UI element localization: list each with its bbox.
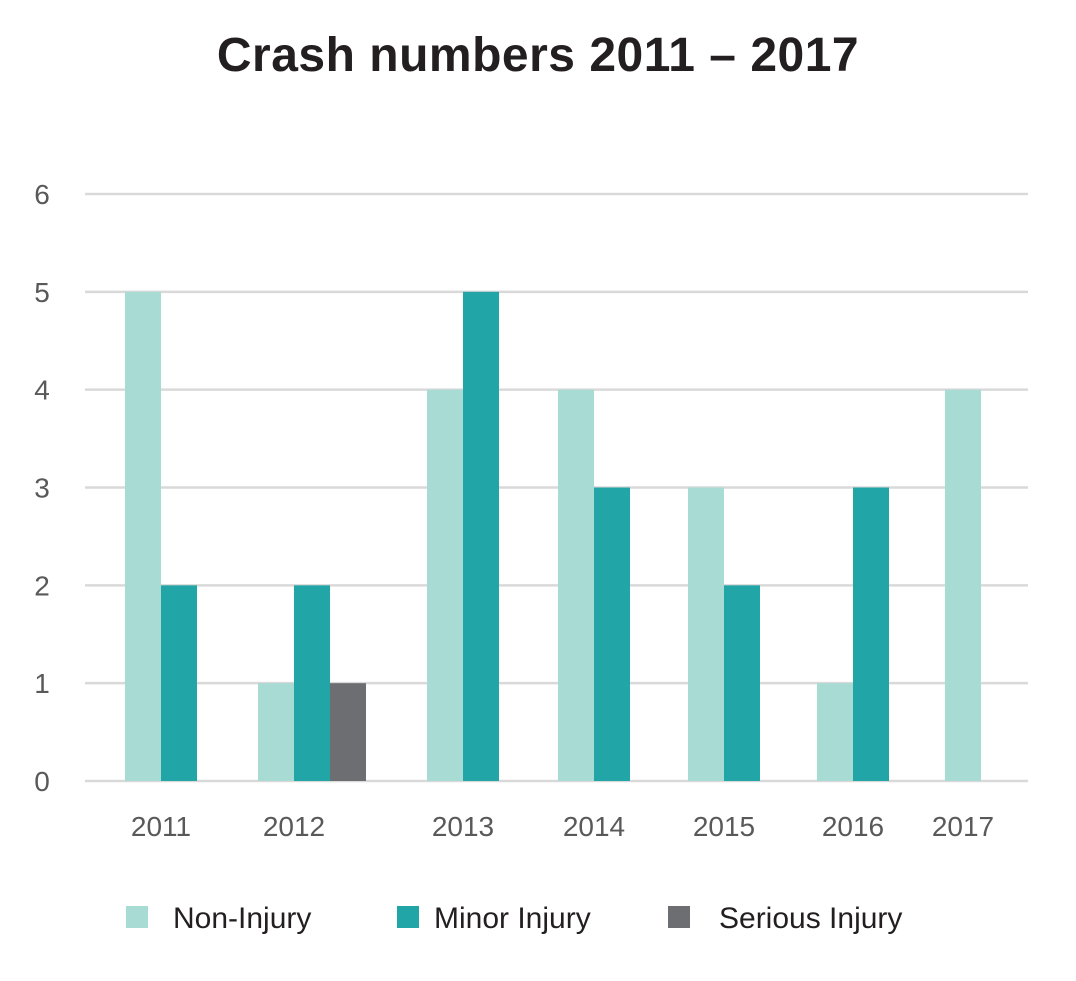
x-axis-ticks: 2011 2012 2013 2014 2015 2016 2017 — [131, 811, 994, 842]
legend-swatch — [668, 906, 690, 928]
legend-label: Minor Injury — [434, 902, 591, 935]
bar-minor-injury-2016 — [853, 487, 889, 781]
y-tick-label: 3 — [34, 473, 50, 504]
x-tick-label: 2014 — [563, 811, 625, 842]
y-tick-label: 0 — [34, 766, 50, 797]
gridlines — [85, 192, 1028, 783]
bar-minor-injury-2014 — [594, 487, 630, 781]
x-tick-label: 2015 — [693, 811, 755, 842]
bar-minor-injury-2012 — [294, 585, 330, 781]
x-tick-label: 2016 — [822, 811, 884, 842]
legend-label: Serious Injury — [719, 902, 902, 935]
bar-non-injury-2013 — [427, 389, 463, 781]
bar-minor-injury-2013 — [463, 291, 499, 781]
bar-non-injury-2015 — [688, 487, 724, 781]
bar-serious-injury-2012 — [330, 683, 366, 781]
bar-non-injury-2016 — [817, 683, 853, 781]
y-tick-label: 2 — [34, 570, 50, 601]
x-tick-label: 2012 — [263, 811, 325, 842]
bar-minor-injury-2011 — [161, 585, 197, 781]
chart-title: Crash numbers 2011 – 2017 — [216, 29, 860, 82]
y-tick-label: 4 — [34, 375, 50, 406]
x-tick-label: 2017 — [932, 811, 994, 842]
legend: Non-Injury Minor Injury Serious Injury — [126, 902, 902, 935]
bars — [125, 291, 981, 781]
y-tick-label: 6 — [34, 179, 50, 210]
legend-swatch — [397, 906, 419, 928]
y-tick-label: 1 — [34, 668, 50, 699]
y-tick-label: 5 — [34, 277, 50, 308]
x-tick-label: 2011 — [131, 811, 191, 842]
bar-non-injury-2011 — [125, 291, 161, 781]
bar-non-injury-2014 — [558, 389, 594, 781]
legend-swatch — [126, 906, 148, 928]
legend-label: Non-Injury — [173, 902, 311, 935]
bar-non-injury-2017 — [945, 389, 981, 781]
y-axis-ticks: 0 1 2 3 4 5 6 — [34, 179, 50, 797]
bar-minor-injury-2015 — [724, 585, 760, 781]
bar-non-injury-2012 — [258, 683, 294, 781]
x-tick-label: 2013 — [432, 811, 494, 842]
